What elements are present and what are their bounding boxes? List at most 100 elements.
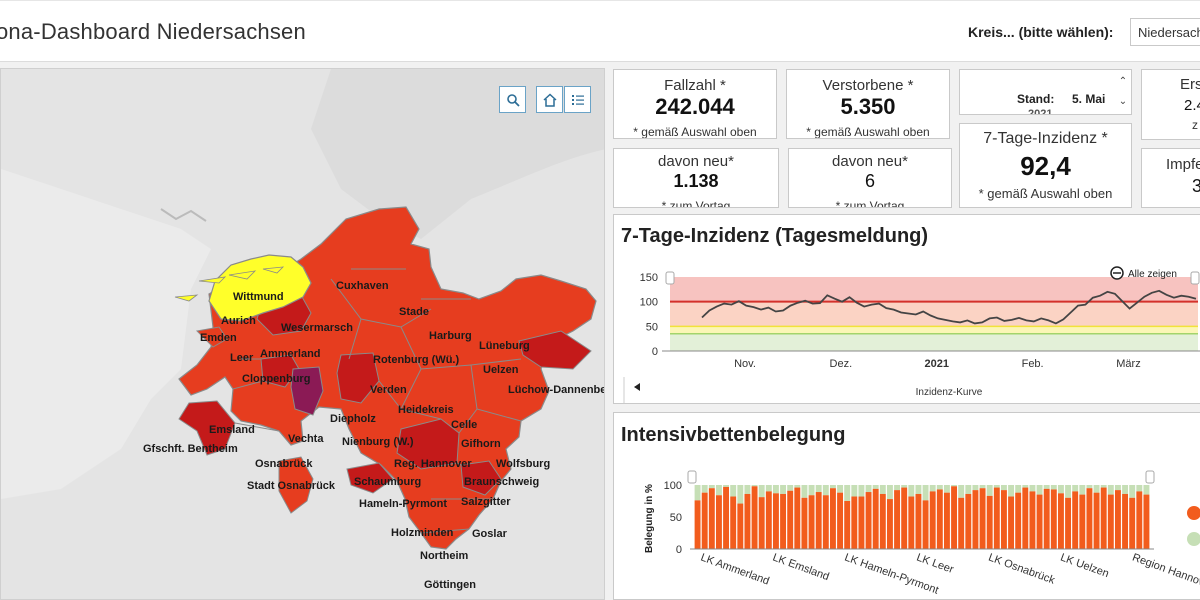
intensiv-bar[interactable]: [979, 488, 986, 549]
intensiv-chart[interactable]: Belegung in % 0 50 100 LK Ammerland LK Emsl…: [614, 413, 1200, 600]
intensiv-bar[interactable]: [808, 495, 815, 549]
intensiv-bar[interactable]: [972, 490, 979, 549]
district-diepholz[interactable]: [336, 352, 380, 404]
intensiv-bar[interactable]: [915, 493, 922, 549]
bar-range-handle-left[interactable]: [687, 470, 697, 484]
intensiv-bar[interactable]: [1086, 488, 1093, 549]
intensiv-bar[interactable]: [1029, 491, 1036, 549]
intensiv-bar[interactable]: [851, 496, 858, 549]
intensiv-bar[interactable]: [701, 492, 708, 549]
intensiv-bar[interactable]: [1114, 490, 1121, 549]
intensiv-bar[interactable]: [1100, 487, 1107, 549]
district-luechow[interactable]: [518, 330, 592, 370]
intensiv-bar[interactable]: [787, 490, 794, 549]
intensiv-bar[interactable]: [1072, 491, 1079, 549]
chevron-up-icon[interactable]: ⌃: [1118, 76, 1128, 87]
map-home-button[interactable]: [536, 86, 563, 113]
intensiv-bar[interactable]: [694, 500, 701, 549]
range-handle-left[interactable]: [665, 271, 675, 285]
intensiv-bar[interactable]: [1050, 489, 1057, 549]
intensiv-bar[interactable]: [1129, 497, 1136, 549]
scroll-left-icon[interactable]: [634, 383, 640, 391]
intensiv-bar[interactable]: [894, 490, 901, 549]
map-panel[interactable]: Wittmund Aurich Emden Wesermarsch Leer A…: [0, 68, 605, 600]
intensiv-bar[interactable]: [872, 488, 879, 549]
map-search-button[interactable]: [499, 86, 526, 113]
kreis-select[interactable]: Niedersachsen: [1130, 18, 1200, 46]
intensiv-bar[interactable]: [1043, 488, 1050, 549]
intensiv-bar[interactable]: [1136, 491, 1143, 549]
district-bentheim[interactable]: [178, 400, 236, 456]
intensiv-bar-free: [1100, 485, 1107, 488]
intensiv-bar[interactable]: [822, 495, 829, 549]
intensiv-bar[interactable]: [801, 497, 808, 549]
intensiv-bar[interactable]: [758, 497, 765, 549]
intensiv-bar[interactable]: [886, 499, 893, 549]
intensiv-bar[interactable]: [708, 488, 715, 549]
district-aurich-wittmund[interactable]: [208, 254, 312, 322]
intensiv-bar[interactable]: [780, 493, 787, 549]
intensiv-bar[interactable]: [1065, 497, 1072, 549]
intensiv-bar[interactable]: [1057, 493, 1064, 549]
netherlands-land: [1, 169, 211, 499]
intensiv-bar[interactable]: [829, 488, 836, 549]
district-vechta[interactable]: [290, 366, 324, 416]
date-spinner[interactable]: ⌃ ⌄: [1117, 72, 1129, 112]
intensiv-bar-free: [1043, 485, 1050, 489]
intensiv-bar[interactable]: [751, 486, 758, 549]
intensiv-bar-free: [1050, 485, 1057, 490]
intensiv-bar[interactable]: [1093, 492, 1100, 549]
intensiv-bar[interactable]: [1143, 494, 1150, 549]
intensiv-bar[interactable]: [815, 492, 822, 549]
intensiv-bar[interactable]: [744, 493, 751, 549]
chevron-down-icon[interactable]: ⌄: [1118, 96, 1128, 107]
intensiv-bar[interactable]: [986, 495, 993, 549]
intensiv-bar[interactable]: [794, 487, 801, 549]
intensiv-bar[interactable]: [844, 501, 851, 549]
intensiv-bar[interactable]: [879, 493, 886, 549]
intensiv-bar[interactable]: [1079, 494, 1086, 549]
alle-zeigen-link[interactable]: Alle zeigen: [1128, 269, 1177, 280]
intensiv-bar[interactable]: [951, 486, 958, 549]
district-schaumburg[interactable]: [346, 462, 394, 494]
intensiv-bar[interactable]: [1000, 490, 1007, 549]
intensiv-bar[interactable]: [1107, 494, 1114, 549]
intensiv-bar-free: [808, 485, 815, 496]
intensiv-bar[interactable]: [901, 487, 908, 549]
intensiv-bar[interactable]: [1015, 492, 1022, 549]
intensiv-bar[interactable]: [715, 495, 722, 549]
intensiv-bar[interactable]: [965, 493, 972, 549]
label-goettingen: Göttingen: [424, 579, 476, 591]
intensiv-bar[interactable]: [929, 491, 936, 549]
district-map[interactable]: Wittmund Aurich Emden Wesermarsch Leer A…: [1, 69, 605, 600]
intensiv-bar[interactable]: [993, 487, 1000, 549]
intensiv-bar[interactable]: [908, 496, 915, 549]
intensiv-bar[interactable]: [730, 496, 737, 549]
stand-date-picker[interactable]: Stand: 5. Mai 2021 ⌃ ⌄: [959, 69, 1132, 115]
intensiv-bar-free: [780, 485, 787, 494]
map-legend-button[interactable]: [564, 86, 591, 113]
intensiv-bar[interactable]: [1122, 493, 1129, 549]
intensiv-ytick: 100: [664, 480, 682, 492]
intensiv-bar[interactable]: [723, 486, 730, 549]
intensiv-bar[interactable]: [765, 491, 772, 549]
intensiv-bar[interactable]: [865, 492, 872, 549]
range-handle-right[interactable]: [1190, 271, 1200, 285]
intensiv-bar[interactable]: [858, 496, 865, 549]
bar-range-handle-right[interactable]: [1145, 470, 1155, 484]
district-stadt-osnabrueck[interactable]: [278, 456, 314, 514]
intensiv-bar[interactable]: [922, 500, 929, 549]
district-braunschweig[interactable]: [460, 460, 502, 496]
intensiv-bar[interactable]: [737, 503, 744, 549]
intensiv-bar-free: [858, 485, 865, 497]
intensiv-bar[interactable]: [943, 492, 950, 549]
intensiv-bar[interactable]: [837, 492, 844, 549]
intensiv-bar[interactable]: [958, 497, 965, 549]
intensiv-bar[interactable]: [936, 489, 943, 549]
district-emden[interactable]: [195, 326, 228, 348]
intensiv-bar[interactable]: [772, 493, 779, 549]
intensiv-bar[interactable]: [1036, 494, 1043, 549]
intensiv-bar[interactable]: [1022, 487, 1029, 549]
intensiv-bar[interactable]: [1008, 496, 1015, 549]
